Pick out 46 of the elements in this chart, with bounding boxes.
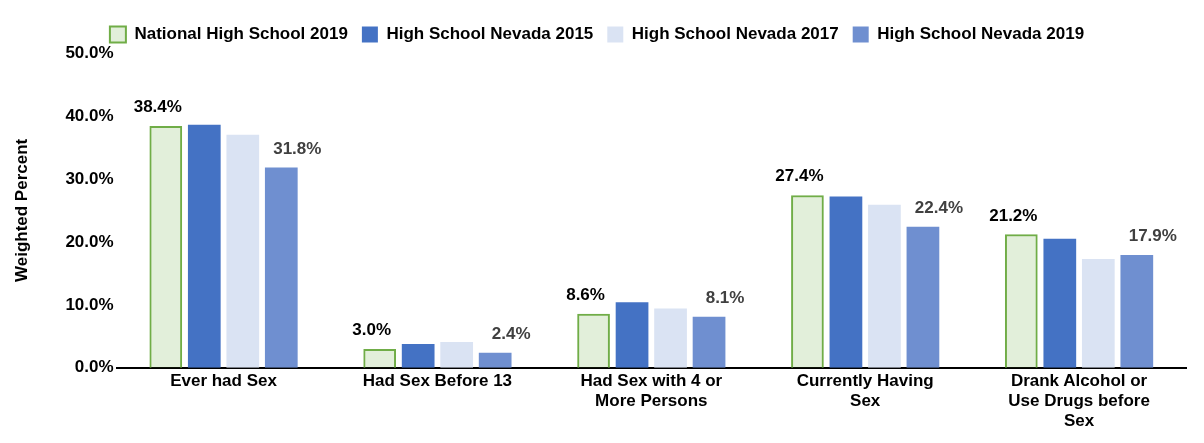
data-label: 22.4%	[914, 197, 964, 217]
y-tick-label: 30.0%	[65, 168, 114, 188]
bar	[829, 196, 863, 368]
x-tick-label: Ever had Sex	[170, 370, 278, 390]
y-tick-label: 40.0%	[65, 105, 114, 125]
y-tick-label: 10.0%	[65, 294, 114, 314]
bar	[226, 134, 260, 368]
y-tick-label: 0.0%	[74, 357, 114, 377]
data-label: 17.9%	[1128, 226, 1177, 246]
data-label: 2.4%	[491, 323, 531, 343]
data-label: 31.8%	[273, 138, 322, 158]
bar	[1004, 234, 1038, 368]
legend-label: High School Nevada 2019	[877, 24, 1085, 44]
bar	[149, 126, 183, 368]
bar	[906, 226, 940, 368]
bar	[615, 302, 649, 368]
bar	[692, 316, 726, 368]
bar	[440, 341, 474, 368]
bar	[791, 195, 824, 368]
data-label: 3.0%	[352, 320, 392, 340]
bar	[1081, 258, 1115, 368]
legend-label: High School Nevada 2015	[386, 24, 594, 44]
data-label: 21.2%	[989, 205, 1038, 225]
data-label: 38.4%	[133, 97, 182, 117]
y-tick-label: 20.0%	[65, 231, 114, 251]
bar	[187, 124, 221, 368]
legend-label: National High School 2019	[134, 24, 348, 44]
bar	[264, 167, 298, 368]
bar	[577, 313, 610, 368]
bar	[1043, 238, 1077, 368]
bar	[654, 308, 687, 368]
x-tick-label: Had Sex with 4 or More Persons	[580, 370, 723, 411]
legend-label: High School Nevada 2017	[631, 24, 839, 44]
bar	[1120, 255, 1154, 368]
bar	[868, 204, 901, 368]
y-tick-label: 50.0%	[65, 42, 114, 62]
data-label: 8.6%	[566, 284, 605, 304]
x-tick-label: Currently Having Sex	[796, 370, 934, 411]
x-tick-label: Had Sex Before 13	[362, 370, 513, 390]
data-label: 8.1%	[705, 287, 745, 307]
bar	[478, 352, 512, 368]
y-axis-title: Weighted Percent	[11, 138, 31, 283]
bar	[363, 348, 397, 368]
data-label: 27.4%	[775, 166, 824, 186]
x-tick-label: Drank Alcohol or Use Drugs before Sex	[1008, 370, 1150, 431]
bar	[401, 343, 435, 368]
